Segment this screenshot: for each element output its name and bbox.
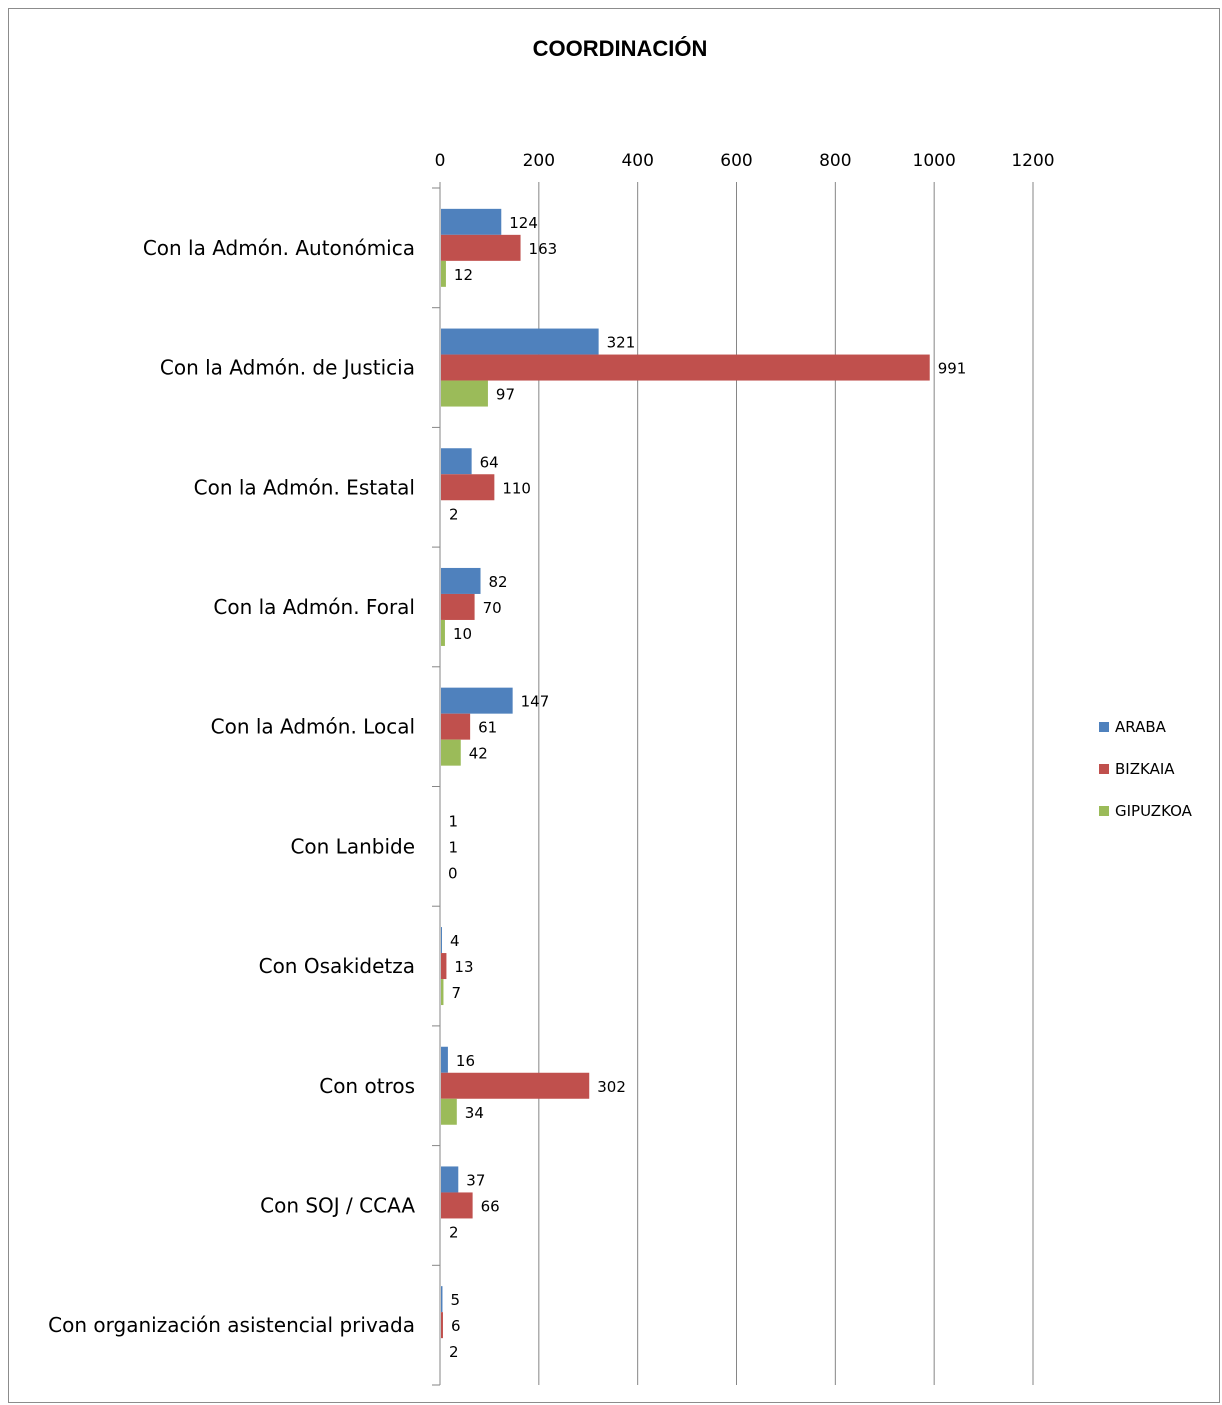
data-label: 13 [454, 958, 473, 976]
bar-bizkaia [441, 713, 471, 740]
bar-bizkaia [441, 474, 495, 501]
data-label: 321 [607, 334, 636, 352]
legend-swatch-araba [1099, 722, 1109, 732]
x-axis-ticks: 0 200 400 600 800 1000 1200 [435, 151, 1055, 171]
category-label: Con SOJ / CCAA [260, 1193, 415, 1217]
data-label: 2 [449, 505, 459, 523]
data-label: 97 [496, 386, 515, 404]
data-label: 110 [502, 479, 531, 497]
data-label: 70 [483, 599, 502, 617]
data-label: 0 [448, 864, 458, 882]
data-label: 2 [449, 1223, 459, 1241]
category-labels: Con la Admón. Autonómica Con la Admón. de… [48, 236, 415, 1337]
bar-araba [441, 1166, 459, 1193]
bar-araba [441, 1046, 448, 1073]
bar-araba [441, 687, 513, 714]
data-label: 1 [448, 838, 458, 856]
x-tick-label: 0 [435, 151, 446, 171]
bar-araba [441, 448, 472, 475]
category-label: Con la Admón. Local [211, 715, 415, 739]
bar-araba [441, 208, 502, 235]
x-tick-label: 1000 [913, 151, 956, 171]
x-tick-label: 400 [621, 151, 653, 171]
bar-bizkaia [441, 1192, 473, 1219]
x-tick-label: 200 [523, 151, 555, 171]
data-label: 2 [449, 1343, 459, 1361]
bar-bizkaia [441, 593, 475, 620]
data-label: 5 [450, 1291, 460, 1309]
legend-label: ARABA [1115, 718, 1167, 736]
bar-araba [441, 567, 481, 594]
data-label: 6 [451, 1317, 461, 1335]
data-label: 4 [450, 932, 460, 950]
legend-swatch-bizkaia [1099, 764, 1109, 774]
data-label: 7 [451, 984, 461, 1002]
bar-bizkaia [441, 953, 447, 980]
bar-bizkaia [441, 1312, 443, 1339]
data-label: 1 [448, 812, 458, 830]
gridlines [432, 182, 1034, 1386]
bar-gipuzkoa [441, 380, 488, 407]
bar-gipuzkoa [441, 979, 444, 1006]
data-label: 147 [521, 693, 550, 711]
category-label: Con la Admón. Estatal [194, 475, 415, 499]
bars [441, 208, 930, 1339]
data-label: 124 [509, 214, 538, 232]
data-label: 37 [466, 1171, 485, 1189]
data-label: 34 [465, 1104, 484, 1122]
bar-gipuzkoa [441, 619, 445, 646]
legend-label: GIPUZKOA [1115, 802, 1193, 820]
category-label: Con la Admón. Autonómica [143, 236, 415, 260]
bar-araba [441, 1286, 443, 1313]
bar-bizkaia [441, 234, 521, 261]
bar-gipuzkoa [441, 260, 446, 287]
bar-gipuzkoa [441, 1098, 457, 1125]
data-label: 302 [597, 1078, 626, 1096]
data-label: 66 [481, 1197, 500, 1215]
data-label: 61 [478, 719, 497, 737]
chart-frame [8, 8, 1220, 1403]
x-tick-label: 800 [819, 151, 851, 171]
bar-bizkaia [441, 354, 930, 381]
bar-gipuzkoa [441, 739, 461, 766]
category-label: Con Osakidetza [259, 954, 415, 978]
x-tick-label: 600 [720, 151, 752, 171]
category-label: Con organización asistencial privada [48, 1313, 415, 1337]
chart-title: COORDINACIÓN [533, 36, 708, 61]
x-tick-label: 1200 [1011, 151, 1054, 171]
data-labels: 1241631232199197641102827010147614211041… [448, 214, 966, 1361]
data-label: 16 [456, 1052, 475, 1070]
data-label: 42 [469, 745, 488, 763]
category-label: Con Lanbide [290, 834, 415, 858]
bar-araba [441, 328, 599, 355]
data-label: 64 [480, 453, 499, 471]
data-label: 12 [454, 266, 473, 284]
legend: ARABA BIZKAIA GIPUZKOA [1099, 718, 1193, 820]
data-label: 82 [489, 573, 508, 591]
data-label: 10 [453, 625, 472, 643]
data-label: 991 [938, 360, 967, 378]
legend-swatch-gipuzkoa [1099, 806, 1109, 816]
bar-araba [441, 927, 442, 954]
legend-label: BIZKAIA [1115, 760, 1175, 778]
category-label: Con otros [319, 1074, 415, 1098]
data-label: 163 [529, 240, 558, 258]
bar-bizkaia [441, 1072, 590, 1099]
category-label: Con la Admón. Foral [213, 595, 415, 619]
category-label: Con la Admón. de Justicia [160, 356, 415, 380]
